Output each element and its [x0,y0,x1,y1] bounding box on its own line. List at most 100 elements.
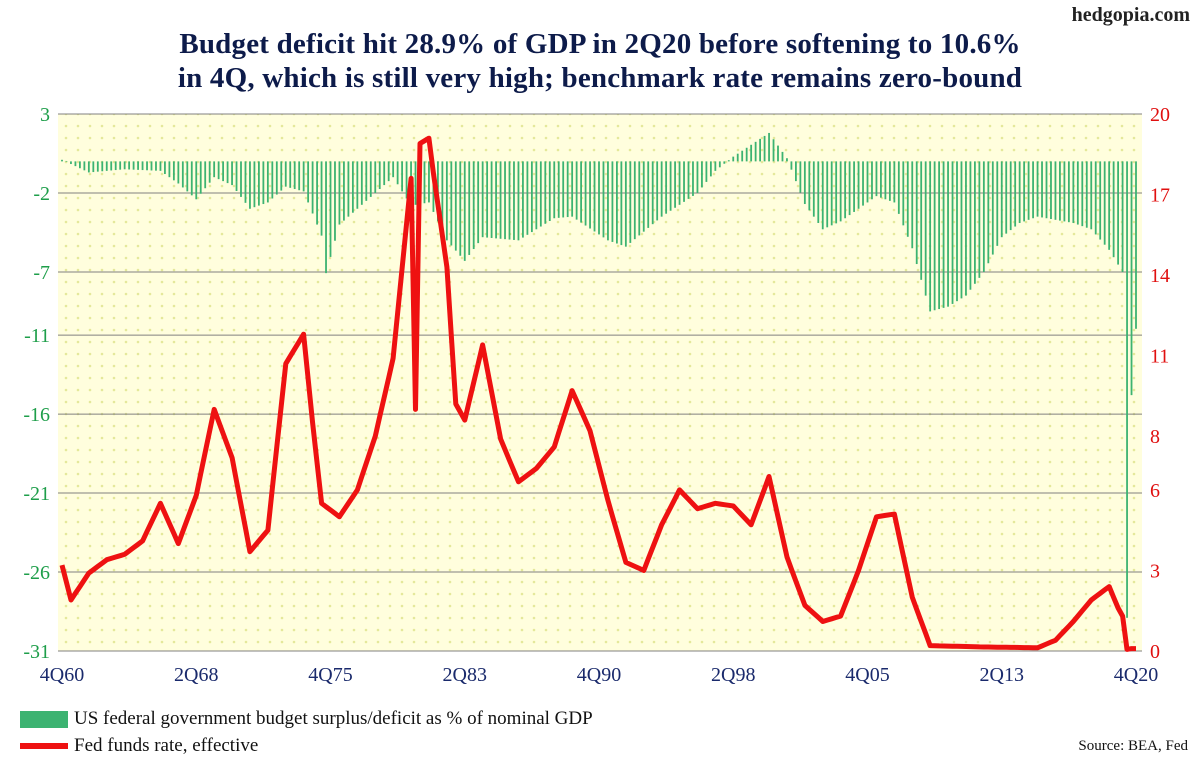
right-axis-tick-label: 20 [1150,104,1170,126]
right-axis-tick-label: 8 [1150,426,1160,448]
deficit-bar [1036,161,1039,217]
deficit-bar [902,161,905,226]
deficit-bar [504,161,506,240]
deficit-bar [351,161,354,213]
deficit-bar [1112,161,1115,258]
deficit-bar [387,161,390,182]
deficit-bar [1050,161,1052,220]
deficit-bar [938,161,940,310]
deficit-bar [325,161,327,274]
deficit-bar [844,161,847,219]
deficit-bar [280,161,283,191]
deficit-bar [996,161,999,246]
deficit-bar [1005,161,1008,234]
deficit-bar [687,161,690,199]
deficit-bar [741,150,744,162]
deficit-bar [378,161,381,190]
deficit-bar [428,161,430,203]
deficit-bar [727,160,730,162]
x-axis-tick-label: 4Q60 [40,664,84,686]
deficit-bar [289,161,292,188]
deficit-bar [987,161,990,264]
deficit-bar [924,161,927,296]
fed-funds-rate-line [59,135,1136,652]
source-note: Source: BEA, Fed [1078,738,1188,754]
deficit-bar [302,161,305,192]
deficit-bar [732,156,735,162]
deficit-bar [754,141,757,162]
deficit-bar [137,161,139,170]
deficit-bar [911,161,914,249]
deficit-bar [1072,161,1075,223]
deficit-bar [839,161,842,222]
deficit-bar [114,161,117,171]
deficit-bar [1018,161,1021,223]
deficit-bar [164,161,166,175]
deficit-bar [177,161,180,184]
left-axis-tick-label: -26 [23,562,50,584]
deficit-bar [150,161,153,171]
deficit-bar [383,161,386,186]
deficit-bar [110,161,113,171]
left-axis-tick-label: 3 [40,104,50,126]
deficit-bars [61,132,1137,618]
deficit-bar [915,161,918,265]
deficit-bar [803,161,806,205]
deficit-bar [884,161,887,200]
deficit-bar [812,161,815,217]
deficit-bar [736,153,739,162]
deficit-bar [454,161,457,251]
deficit-bar [414,161,417,205]
deficit-bar [401,161,403,192]
deficit-bar [602,161,605,238]
x-axis-tick-label: 2Q13 [980,664,1024,686]
deficit-bar [920,161,923,280]
deficit-bar [1045,161,1048,219]
deficit-bar [786,158,788,162]
deficit-bar [119,161,122,170]
deficit-bar [316,161,318,225]
deficit-bar [266,161,269,203]
deficit-bar [445,161,448,241]
deficit-bar [1094,161,1097,235]
deficit-bar [513,161,515,240]
deficit-bar [481,161,484,238]
left-axis-tick-label: -2 [33,183,50,205]
left-axis-tick-label: -31 [23,641,50,663]
deficit-bar [929,161,932,312]
left-axis-tick-label: -7 [33,262,50,284]
deficit-bar [311,161,314,214]
deficit-bar [405,161,408,199]
x-axis-tick-label: 2Q68 [174,664,218,686]
deficit-bar [517,161,520,241]
deficit-bar [450,161,453,246]
deficit-bar [768,132,770,162]
deficit-bar [651,161,654,225]
x-axis-tick-label: 2Q83 [443,664,487,686]
deficit-bar [1099,161,1102,240]
deficit-bar [1121,161,1124,272]
deficit-bar [790,161,793,170]
deficit-bar [92,161,95,173]
deficit-bar [61,159,63,162]
legend-line-swatch [20,743,68,749]
deficit-bar [589,161,591,229]
deficit-bar [522,161,524,238]
deficit-bar [692,161,694,196]
deficit-bar [1000,161,1003,238]
deficit-bar [593,161,596,232]
deficit-bar [678,161,681,205]
deficit-bar [759,138,761,162]
deficit-bar [1130,161,1133,396]
legend-deficit-label: US federal government budget surplus/def… [74,708,593,729]
deficit-bar [1108,161,1111,250]
deficit-bar [620,161,623,246]
deficit-bar [826,161,829,228]
deficit-bar [584,161,587,226]
deficit-bar [195,161,198,200]
deficit-bar [795,161,797,182]
deficit-bar [83,161,86,171]
deficit-bar [956,161,958,302]
deficit-bar [978,161,981,278]
deficit-bar [87,161,90,173]
